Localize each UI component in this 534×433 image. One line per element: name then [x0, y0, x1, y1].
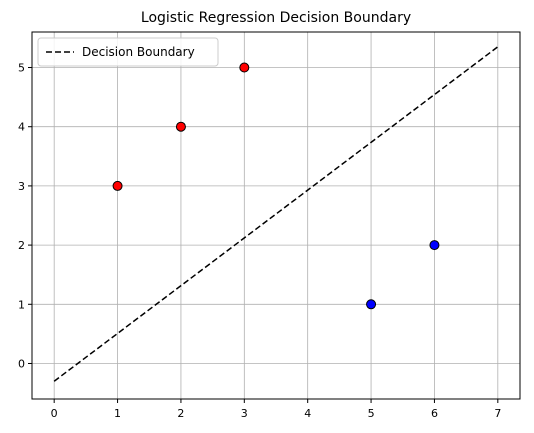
x-tick-label: 6 — [431, 407, 438, 420]
x-tick-label: 1 — [114, 407, 121, 420]
x-tick-label: 2 — [177, 407, 184, 420]
y-tick-label: 2 — [18, 239, 25, 252]
y-tick-label: 0 — [18, 357, 25, 370]
decision-boundary-layer — [53, 46, 499, 382]
scatter-point — [112, 180, 123, 191]
y-tick-label: 5 — [18, 62, 25, 75]
plot-frame — [31, 31, 521, 400]
scatter-point — [239, 62, 250, 73]
x-tick-label: 7 — [494, 407, 501, 420]
ticks-layer: 0 1 2 3 4 5 6 7 0 1 2 3 4 5 — [18, 62, 501, 420]
legend-label: Decision Boundary — [82, 45, 195, 59]
y-tick-label: 3 — [18, 180, 25, 193]
points-layer — [112, 62, 440, 310]
x-tick-label: 5 — [368, 407, 375, 420]
legend-box — [37, 37, 219, 67]
decision-boundary-line — [53, 46, 499, 382]
chart-title: Logistic Regression Decision Boundary — [141, 10, 411, 26]
scatter-point — [429, 240, 440, 251]
x-tick-label: 0 — [51, 407, 58, 420]
x-tick-label: 3 — [241, 407, 248, 420]
x-tick-label: 4 — [304, 407, 311, 420]
y-tick-label: 1 — [18, 298, 25, 311]
scatter-point — [366, 299, 377, 310]
scatter-point — [175, 121, 186, 132]
y-tick-label: 4 — [18, 121, 25, 134]
grid-layer — [32, 32, 520, 399]
legend: Decision Boundary — [37, 37, 219, 67]
